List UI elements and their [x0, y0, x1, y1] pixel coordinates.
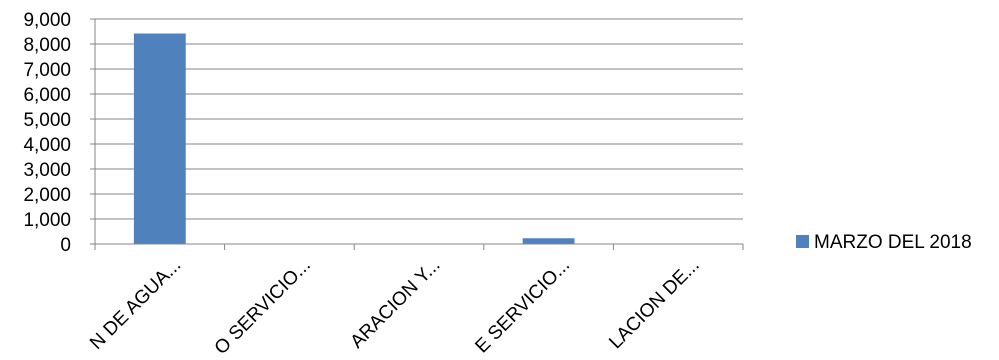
- y-tick-label: 5,000: [23, 110, 71, 131]
- legend: MARZO DEL 2018: [796, 232, 972, 253]
- legend-swatch: [796, 235, 809, 248]
- x-category-label: O SERVICIO...: [211, 255, 315, 359]
- gridlines: [95, 18, 743, 220]
- x-category-label: ARACION Y...: [347, 255, 445, 353]
- bar: [133, 33, 186, 244]
- y-tick-label: 8,000: [23, 35, 71, 56]
- y-tick-label: 0: [60, 235, 71, 256]
- y-tick-label: 4,000: [23, 135, 71, 156]
- y-tick-label: 6,000: [23, 85, 71, 106]
- axes: [90, 18, 744, 250]
- x-category-labels: N DE AGUA... O SERVICIO... ARACION Y... E S…: [86, 255, 704, 359]
- x-category-label: LACION DE...: [605, 255, 703, 353]
- x-category-label: N DE AGUA...: [86, 255, 185, 354]
- y-tick-label: 7,000: [23, 60, 71, 81]
- bar: [522, 238, 575, 244]
- legend-label: MARZO DEL 2018: [814, 232, 972, 253]
- bars: [133, 33, 575, 244]
- y-tick-label: 1,000: [23, 210, 71, 231]
- x-category-label: E SERVICIO...: [471, 255, 574, 358]
- y-tick-label: 3,000: [23, 160, 71, 181]
- y-tick-label: 2,000: [23, 185, 71, 206]
- y-tick-labels: 0 1,000 2,000 3,000 4,000 5,000 6,000 7,000 8,00…: [23, 10, 71, 256]
- y-tick-label: 9,000: [23, 10, 71, 31]
